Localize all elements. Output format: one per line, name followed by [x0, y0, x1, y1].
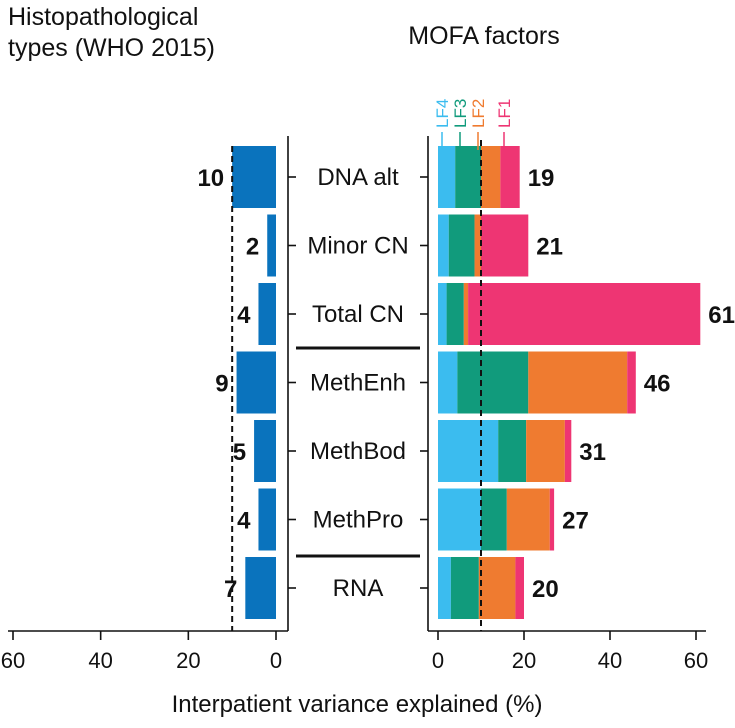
left-value-label-4: 5 — [233, 439, 246, 466]
right-bar-LF2-6 — [478, 557, 516, 619]
right-xtick-label-0: 0 — [432, 648, 444, 673]
right-bar-LF4-4 — [438, 420, 499, 482]
right-bar-LF1-2 — [468, 283, 701, 345]
left-value-label-2: 4 — [237, 302, 251, 329]
right-bar-LF2-0 — [481, 146, 501, 208]
category-label-3: MethEnh — [310, 370, 406, 397]
x-axis-label: Interpatient variance explained (%) — [172, 691, 543, 718]
ticks: 60 40 20 0 0 20 40 60 — [1, 176, 708, 673]
left-title-line-1: Histopathological — [8, 3, 198, 31]
right-bar-LF1-0 — [500, 146, 520, 208]
right-xtick-label-2: 40 — [598, 648, 622, 673]
right-bar-LF3-5 — [481, 488, 507, 551]
right-bar-LF1-5 — [549, 488, 555, 551]
right-title: MOFA factors — [408, 22, 559, 50]
left-title-line-2: types (WHO 2015) — [8, 34, 215, 62]
right-bar-LF4-2 — [438, 283, 447, 345]
right-bar-LF4-0 — [438, 146, 456, 208]
left-xtick-label-0: 60 — [1, 648, 25, 673]
right-bar-LF2-5 — [506, 488, 550, 551]
left-bar-2 — [258, 283, 276, 345]
left-value-label-6: 7 — [224, 576, 237, 603]
right-bar-LF3-0 — [455, 146, 481, 208]
category-label-1: Minor CN — [307, 233, 408, 260]
category-label-6: RNA — [333, 575, 384, 602]
left-xtick-label-2: 20 — [176, 648, 200, 673]
left-bar-6 — [245, 557, 276, 619]
left-xtick-label-3: 0 — [270, 648, 282, 673]
left-bar-0 — [232, 146, 276, 208]
left-bars — [232, 146, 276, 619]
right-bars — [438, 146, 701, 619]
right-bar-LF4-6 — [438, 557, 451, 619]
category-label-4: MethBod — [310, 438, 406, 465]
right-bar-LF3-4 — [498, 420, 527, 482]
left-value-label-3: 9 — [215, 371, 228, 398]
right-bar-LF2-2 — [463, 283, 469, 345]
left-bar-5 — [258, 488, 276, 551]
category-labels: DNA alt Minor CN Total CN MethEnh MethBod Met… — [307, 164, 408, 602]
left-bar-4 — [254, 420, 276, 482]
right-bar-LF4-3 — [438, 351, 458, 414]
left-value-label-1: 2 — [246, 234, 259, 261]
right-xtick-label-1: 20 — [512, 648, 536, 673]
legend-label-LF3: LF3 — [451, 99, 470, 128]
right-bar-LF2-3 — [528, 351, 628, 414]
category-label-2: Total CN — [312, 301, 404, 328]
category-label-0: DNA alt — [317, 164, 399, 191]
legend-label-LF4: LF4 — [433, 99, 452, 128]
right-total-label-5: 27 — [562, 508, 589, 535]
left-xtick-label-1: 40 — [88, 648, 112, 673]
right-value-labels: 19 21 61 46 31 27 20 — [528, 165, 735, 603]
right-bar-LF3-3 — [457, 351, 529, 414]
right-total-label-1: 21 — [536, 234, 563, 261]
left-bar-3 — [236, 351, 276, 414]
right-xtick-label-3: 60 — [684, 648, 708, 673]
legend-label-LF2: LF2 — [469, 99, 488, 128]
right-total-label-2: 61 — [708, 302, 735, 329]
right-bar-LF2-1 — [474, 214, 481, 277]
legend-label-LF1: LF1 — [495, 99, 514, 128]
left-value-labels: 10 2 4 9 5 4 7 — [197, 165, 259, 603]
right-bar-LF1-3 — [627, 351, 636, 414]
right-bar-LF4-5 — [438, 488, 481, 551]
right-total-label-4: 31 — [579, 439, 606, 466]
right-bar-LF1-4 — [564, 420, 572, 482]
right-bar-LF4-1 — [438, 214, 449, 277]
right-bar-LF3-6 — [450, 557, 479, 619]
right-bar-LF3-1 — [448, 214, 475, 277]
left-value-label-5: 4 — [237, 508, 251, 535]
left-value-label-0: 10 — [197, 165, 224, 192]
legend: LF4 LF3 LF2 LF1 — [433, 99, 514, 150]
right-bar-LF3-2 — [446, 283, 464, 345]
right-bar-LF1-1 — [481, 214, 529, 277]
category-label-5: MethPro — [313, 507, 404, 534]
right-bar-LF2-4 — [526, 420, 565, 482]
right-total-label-0: 19 — [528, 165, 555, 192]
right-total-label-3: 46 — [644, 371, 671, 398]
right-total-label-6: 20 — [532, 576, 559, 603]
left-bar-1 — [267, 214, 276, 277]
right-bar-LF1-6 — [515, 557, 524, 619]
